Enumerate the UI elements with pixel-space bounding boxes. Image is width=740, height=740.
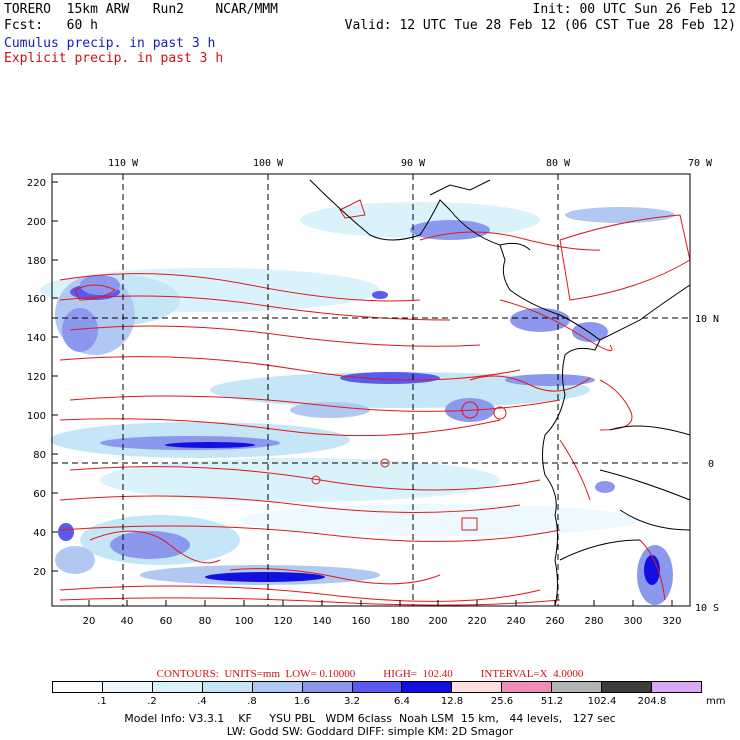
y-tick-label: 180 (27, 256, 46, 267)
colorbar-swatch (302, 682, 353, 692)
graticule (52, 174, 690, 606)
colorbar-label: .4 (197, 696, 207, 707)
x-tick-label: 80 (199, 616, 212, 627)
x-tick-label: 120 (273, 616, 292, 627)
y-tick-label: 200 (27, 217, 46, 228)
x-tick-label: 40 (121, 616, 134, 627)
map-frame (51, 173, 691, 607)
header-forecast-hour: Fcst: 60 h (4, 18, 98, 33)
axis-ticks (52, 181, 673, 606)
x-tick-label: 100 (234, 616, 253, 627)
y-tick-label: 140 (27, 333, 46, 344)
y-tick-label: 220 (27, 178, 46, 189)
x-tick-label: 280 (584, 616, 603, 627)
colorbar-label: .1 (97, 696, 107, 707)
legend-explicit: Explicit precip. in past 3 h (4, 51, 224, 66)
x-tick-label: 20 (83, 616, 96, 627)
y-tick-label: 80 (33, 450, 46, 461)
y-tick-label: 160 (27, 294, 46, 305)
colorbar-label: 1.6 (294, 696, 310, 707)
colorbar-swatch (652, 682, 701, 692)
colorbar-swatch (502, 682, 553, 692)
colorbar-swatch (552, 682, 603, 692)
colorbar-swatch (452, 682, 503, 692)
explicit-precip-contours (59, 199, 691, 606)
model-physics: LW: Godd SW: Goddard DIFF: simple KM: 2D… (226, 725, 514, 738)
contours-units: CONTOURS: UNITS=mm LOW= 0.10000 (156, 668, 356, 680)
colorbar-label: 204.8 (637, 696, 667, 707)
colorbar (52, 681, 702, 693)
x-tick-label: 300 (623, 616, 642, 627)
y-tick-label: 60 (33, 489, 46, 500)
y-tick-label: 40 (33, 528, 46, 539)
x-tick-label: 160 (351, 616, 370, 627)
colorbar-label: .2 (147, 696, 157, 707)
lon-label: 90 W (401, 158, 426, 169)
colorbar-label: 6.4 (394, 696, 410, 707)
y-tick-label: 120 (27, 372, 46, 383)
colorbar-swatch (53, 682, 103, 692)
x-tick-label: 240 (506, 616, 525, 627)
y-tick-label: 20 (33, 567, 46, 578)
lon-label: 100 W (253, 158, 284, 169)
contours-high: HIGH= 102.40 (383, 668, 453, 680)
lat-label: 10 S (695, 603, 719, 614)
colorbar-swatch (152, 682, 203, 692)
x-tick-label: 220 (467, 616, 486, 627)
x-tick-label: 320 (662, 616, 681, 627)
colorbar-units: mm (706, 696, 726, 707)
colorbar-swatch (202, 682, 253, 692)
legend-cumulus: Cumulus precip. in past 3 h (4, 36, 216, 51)
x-tick-label: 140 (312, 616, 331, 627)
contours-info: CONTOURS: UNITS=mm LOW= 0.10000 HIGH= 102… (0, 668, 740, 680)
colorbar-label: 51.2 (540, 696, 564, 707)
header-title: TORERO 15km ARW Run2 NCAR/MMM (4, 2, 278, 17)
colorbar-label: 25.6 (490, 696, 514, 707)
colorbar-label: 3.2 (344, 696, 360, 707)
header-init-time: Init: 00 UTC Sun 26 Feb 12 (532, 2, 737, 17)
lon-label: 70 W (688, 158, 713, 169)
colorbar-swatch (102, 682, 153, 692)
colorbar-swatch (352, 682, 403, 692)
y-tick-label: 100 (27, 411, 46, 422)
x-tick-label: 180 (390, 616, 409, 627)
lat-label: 0 (708, 459, 714, 470)
colorbar-label: 12.8 (440, 696, 464, 707)
contours-interval: INTERVAL=X 4.0000 (480, 668, 584, 680)
colorbar-swatch (402, 682, 453, 692)
lon-label: 110 W (108, 158, 139, 169)
colorbar-label: 102.4 (587, 696, 617, 707)
header-valid-time: Valid: 12 UTC Tue 28 Feb 12 (06 CST Tue … (344, 18, 736, 33)
x-tick-label: 200 (428, 616, 447, 627)
model-info: Model Info: V3.3.1 KF YSU PBL WDM 6class… (124, 712, 616, 725)
lon-label: 80 W (546, 158, 571, 169)
colorbar-swatch (252, 682, 303, 692)
colorbar-label: .8 (247, 696, 257, 707)
x-tick-label: 60 (160, 616, 173, 627)
coastline (309, 179, 691, 607)
lat-label: 10 N (695, 314, 719, 325)
cumulus-precip-shading (40, 202, 675, 605)
colorbar-swatch (602, 682, 653, 692)
x-tick-label: 260 (545, 616, 564, 627)
